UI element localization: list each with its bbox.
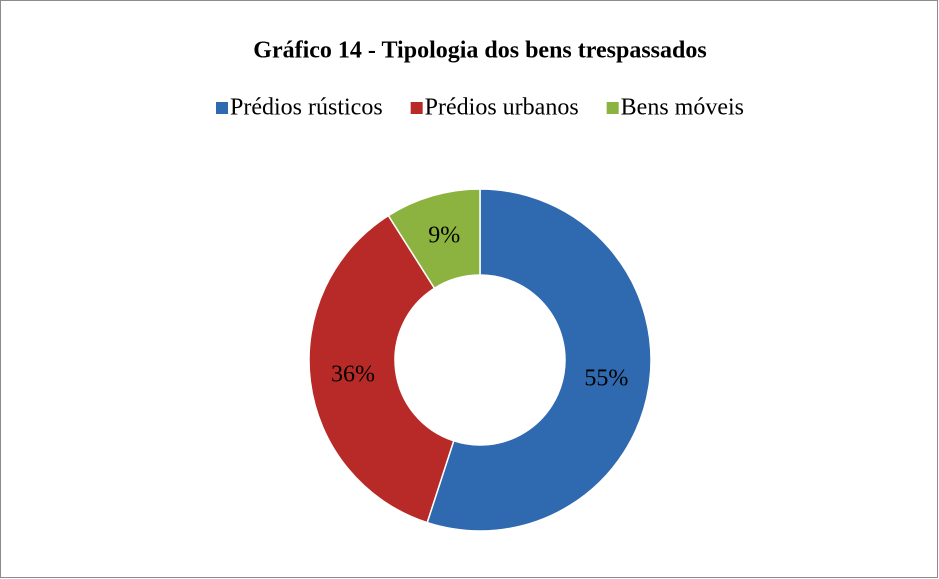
legend-swatch bbox=[216, 102, 229, 114]
legend-label: Prédios rústicos bbox=[230, 95, 383, 121]
donut-slice bbox=[308, 214, 455, 524]
legend-label: Bens móveis bbox=[621, 95, 744, 121]
donut-slice bbox=[387, 188, 481, 290]
legend-swatch bbox=[410, 102, 423, 114]
data-label: 9% bbox=[428, 223, 460, 249]
legend-label: Prédios urbanos bbox=[425, 95, 579, 121]
legend: Prédios rústicos Prédios urbanos Bens móve… bbox=[216, 95, 744, 121]
legend-swatch bbox=[606, 102, 619, 114]
chart-title: Gráfico 14 - Tipologia dos bens trespass… bbox=[253, 38, 706, 64]
data-label: 36% bbox=[331, 362, 375, 388]
data-label: 55% bbox=[584, 366, 628, 392]
donut-slice bbox=[426, 188, 652, 532]
